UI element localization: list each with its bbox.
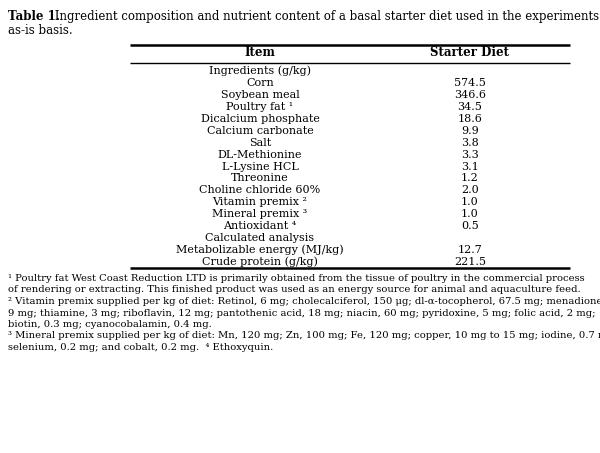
- Text: Calculated analysis: Calculated analysis: [205, 233, 314, 243]
- Text: 3.1: 3.1: [461, 162, 479, 172]
- Text: Dicalcium phosphate: Dicalcium phosphate: [200, 114, 319, 124]
- Text: Corn: Corn: [246, 78, 274, 88]
- Text: 574.5: 574.5: [454, 78, 486, 88]
- Text: Ingredients (g/kg): Ingredients (g/kg): [209, 66, 311, 76]
- Text: of rendering or extracting. This finished product was used as an energy source f: of rendering or extracting. This finishe…: [8, 285, 581, 294]
- Text: Metabolizable energy (MJ/kg): Metabolizable energy (MJ/kg): [176, 245, 344, 255]
- Text: Antioxidant ⁴: Antioxidant ⁴: [223, 221, 296, 231]
- Text: 1.2: 1.2: [461, 173, 479, 183]
- Text: Choline chloride 60%: Choline chloride 60%: [199, 185, 320, 195]
- Text: Calcium carbonate: Calcium carbonate: [206, 125, 313, 136]
- Text: Vitamin premix ²: Vitamin premix ²: [212, 198, 308, 207]
- Text: Table 1.: Table 1.: [8, 10, 60, 23]
- Text: Threonine: Threonine: [231, 173, 289, 183]
- Text: L-Lysine HCL: L-Lysine HCL: [221, 162, 298, 172]
- Text: Mineral premix ³: Mineral premix ³: [212, 209, 308, 219]
- Text: 34.5: 34.5: [458, 102, 482, 112]
- Text: 18.6: 18.6: [458, 114, 482, 124]
- Text: Poultry fat ¹: Poultry fat ¹: [226, 102, 293, 112]
- Text: DL-Methionine: DL-Methionine: [218, 149, 302, 159]
- Text: 3.3: 3.3: [461, 149, 479, 159]
- Text: 9 mg; thiamine, 3 mg; riboflavin, 12 mg; pantothenic acid, 18 mg; niacin, 60 mg;: 9 mg; thiamine, 3 mg; riboflavin, 12 mg;…: [8, 308, 595, 318]
- Text: 1.0: 1.0: [461, 198, 479, 207]
- Text: 221.5: 221.5: [454, 257, 486, 267]
- Text: ² Vitamin premix supplied per kg of diet: Retinol, 6 mg; cholecalciferol, 150 μg: ² Vitamin premix supplied per kg of diet…: [8, 297, 600, 306]
- Text: Soybean meal: Soybean meal: [221, 90, 299, 100]
- Text: Item: Item: [245, 47, 275, 59]
- Text: 12.7: 12.7: [458, 245, 482, 255]
- Text: Starter Diet: Starter Diet: [431, 47, 509, 59]
- Text: Crude protein (g/kg): Crude protein (g/kg): [202, 257, 318, 267]
- Text: biotin, 0.3 mg; cyanocobalamin, 0.4 mg.: biotin, 0.3 mg; cyanocobalamin, 0.4 mg.: [8, 320, 212, 329]
- Text: ¹ Poultry fat West Coast Reduction LTD is primarily obtained from the tissue of : ¹ Poultry fat West Coast Reduction LTD i…: [8, 274, 584, 283]
- Text: 0.5: 0.5: [461, 221, 479, 231]
- Text: as-is basis.: as-is basis.: [8, 24, 73, 37]
- Text: Salt: Salt: [249, 138, 271, 148]
- Text: 1.0: 1.0: [461, 209, 479, 219]
- Text: Ingredient composition and nutrient content of a basal starter diet used in the : Ingredient composition and nutrient cont…: [51, 10, 600, 23]
- Text: 2.0: 2.0: [461, 185, 479, 195]
- Text: ³ Mineral premix supplied per kg of diet: Mn, 120 mg; Zn, 100 mg; Fe, 120 mg; co: ³ Mineral premix supplied per kg of diet…: [8, 332, 600, 341]
- Text: 3.8: 3.8: [461, 138, 479, 148]
- Text: selenium, 0.2 mg; and cobalt, 0.2 mg.  ⁴ Ethoxyquin.: selenium, 0.2 mg; and cobalt, 0.2 mg. ⁴ …: [8, 343, 273, 352]
- Text: 9.9: 9.9: [461, 125, 479, 136]
- Text: 346.6: 346.6: [454, 90, 486, 100]
